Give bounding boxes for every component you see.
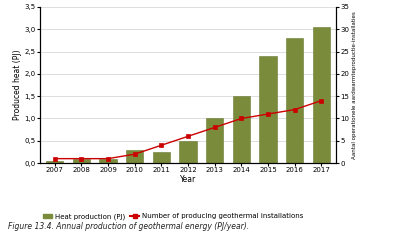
- Bar: [46, 161, 63, 163]
- Bar: [179, 141, 197, 163]
- Text: Figure 13.4. Annual production of geothermal energy (PJ/year).: Figure 13.4. Annual production of geothe…: [8, 222, 249, 231]
- Bar: [233, 96, 250, 163]
- Bar: [99, 159, 117, 163]
- Bar: [126, 150, 143, 163]
- Legend: Heat production (PJ), Number of producing geothermal installations: Heat production (PJ), Number of producin…: [44, 213, 303, 220]
- Bar: [73, 159, 90, 163]
- Bar: [313, 27, 330, 163]
- Y-axis label: Produced heat (PJ): Produced heat (PJ): [13, 50, 22, 120]
- Bar: [259, 56, 277, 163]
- X-axis label: Year: Year: [180, 175, 196, 184]
- Bar: [206, 119, 223, 163]
- Bar: [286, 38, 303, 163]
- Y-axis label: Aantal operationele aardwarmteproductie-installaties: Aantal operationele aardwarmteproductie-…: [352, 11, 357, 159]
- Bar: [153, 152, 170, 163]
